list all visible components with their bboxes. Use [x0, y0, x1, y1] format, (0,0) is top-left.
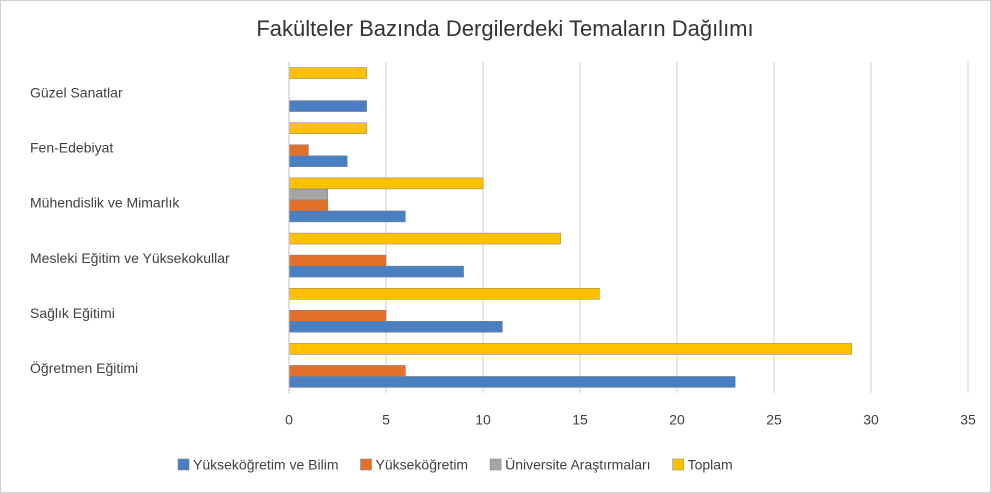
bar	[288, 310, 387, 322]
y-tick-label: Öğretmen Eğitimi	[30, 359, 138, 376]
x-tick-label: 35	[960, 412, 976, 428]
bar	[288, 67, 367, 79]
y-tick-label: Mesleki Eğitim ve Yüksekokullar	[30, 250, 230, 266]
legend-swatch	[672, 458, 684, 471]
x-tick-label: 30	[863, 412, 879, 428]
chart-title: Fakülteler Bazında Dergilerdeki Temaları…	[256, 16, 753, 41]
y-tick-label: Fen-Edebiyat	[30, 139, 113, 155]
bar	[288, 177, 484, 190]
x-tick-label: 10	[475, 412, 491, 428]
bar	[288, 288, 600, 300]
bar	[288, 265, 464, 278]
bar	[288, 188, 329, 201]
x-tick-label: 15	[572, 412, 588, 428]
bar	[288, 321, 503, 333]
x-tick-label: 0	[285, 412, 293, 428]
bar	[288, 365, 406, 377]
bar	[288, 199, 329, 212]
bar	[288, 376, 736, 388]
x-tick-label: 5	[382, 412, 390, 428]
bar	[288, 343, 852, 355]
bar	[288, 232, 561, 245]
y-tick-label: Mühendislik ve Mimarlık	[30, 195, 180, 211]
bar	[288, 155, 348, 167]
legend-swatch	[177, 458, 190, 471]
bar	[288, 144, 309, 156]
legend-label: Üniversite Araştırmaları	[505, 456, 650, 473]
legend-swatch	[360, 458, 372, 471]
legend-label: Yükseköğretim	[376, 457, 469, 473]
bar	[288, 100, 367, 112]
x-tick-label: 20	[669, 412, 685, 428]
y-tick-label: Sağlık Eğitimi	[30, 305, 115, 321]
legend-label: Yükseköğretim ve Bilim	[193, 457, 339, 473]
bar	[288, 210, 406, 223]
y-tick-label: Güzel Sanatlar	[30, 84, 123, 100]
legend-label: Toplam	[688, 457, 733, 473]
bar	[288, 122, 367, 134]
legend-swatch	[489, 458, 502, 471]
bar	[288, 254, 387, 267]
x-tick-label: 25	[766, 412, 782, 428]
